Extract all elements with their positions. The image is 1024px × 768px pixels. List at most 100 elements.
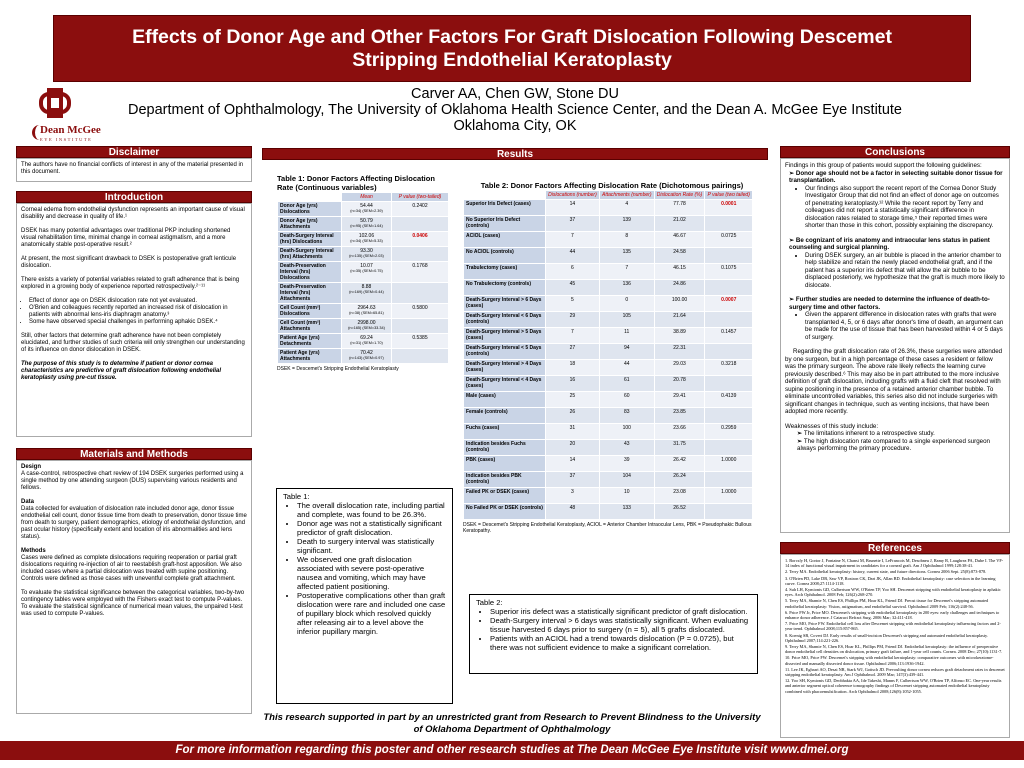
table1-row: Cell Count (mm²) Attachments 2998.00 (n=16… xyxy=(277,318,450,334)
intro-p3: At present, the most significant drawbac… xyxy=(21,256,237,269)
table2-cell: 136 xyxy=(598,279,655,296)
table2-cell: 23.66 xyxy=(653,423,706,440)
table1-n-sem: (n=135) (SEM=2.03) xyxy=(349,254,384,258)
table1-mean-cell: 8.88 (n=169) (SEM=0.44) xyxy=(341,282,392,304)
table1-note: DSEK = Descemet's Stripping Endothelial … xyxy=(277,366,399,372)
table2-col-header: Dislocation Rate (%) xyxy=(653,190,706,200)
table1-row: Patient Age (yrs) Attachments 70.42 (n=143… xyxy=(277,348,450,364)
guideline-2-detail: During DSEK surgery, an air bubble is pl… xyxy=(805,252,1005,290)
table2-row-label: Death-Surgery Interval < 5 Days (control… xyxy=(463,343,546,360)
table2-cell: 100 xyxy=(598,423,655,440)
table2-row-label: Indication besides PBK (controls) xyxy=(463,471,546,488)
table2-cell xyxy=(704,471,753,488)
arrow-icon: ➢ xyxy=(797,437,804,445)
summary-item: The overall dislocation rate, including … xyxy=(297,501,446,519)
table1-mean-cell: 2998.00 (n=165) (SEM=33.34) xyxy=(341,318,392,334)
table2-row-label: Fuchs (cases) xyxy=(463,423,546,440)
table1-mean: 8.88 xyxy=(361,284,372,290)
weakness-1: The limitations inherent to a retrospect… xyxy=(803,430,935,437)
table1-caption: Table 1: Donor Factors Affecting Disloca… xyxy=(277,174,435,192)
table1-n-sem: (n=95) (SEM=1.64) xyxy=(350,224,383,228)
table2-cell: 38.89 xyxy=(653,327,706,344)
table2-cell xyxy=(704,439,753,456)
table2-cell: 0.0725 xyxy=(704,231,753,248)
table2-cell: 25 xyxy=(545,391,600,408)
table1-p-value xyxy=(390,348,450,364)
funding-statement: This research supported in part by an un… xyxy=(263,712,761,735)
table1-row: Donor Age (yrs) Attachments 50.79 (n=95) (… xyxy=(277,216,450,232)
table2-row-label: No ACIOL (controls) xyxy=(463,247,546,264)
table2-cell: 20 xyxy=(545,439,600,456)
table1-p-value: 0.5800 xyxy=(390,303,450,319)
intro-bullet: O'Brien and colleagues recently reported… xyxy=(29,305,247,319)
reference-item: 8. Koenig SB, Covert DJ. Early results o… xyxy=(785,632,988,643)
table1-mean: 70.42 xyxy=(360,350,373,356)
table2-row-label: Female (controls) xyxy=(463,407,546,424)
table2-row-label: Death-Surgery Interval > 4 Days (cases) xyxy=(463,359,546,376)
guideline-3-detail: Given the apparent difference in disloca… xyxy=(805,311,1005,341)
table1-mean: 102.06 xyxy=(358,233,375,239)
table2-cell: 48 xyxy=(545,503,600,520)
table2-row: Death-Surgery Interval < 4 Days (cases) 1… xyxy=(463,375,753,392)
table2-cell: 23.08 xyxy=(653,487,706,504)
materials-header: Materials and Methods xyxy=(16,448,252,460)
table2-cell: 26.24 xyxy=(653,471,706,488)
reference-item: 7. Price MO, Price FW. Endothelial cell … xyxy=(785,621,1001,632)
table2-cell: 0.0007 xyxy=(704,295,753,312)
table2-cell xyxy=(704,407,753,424)
summary-item: Patients with an ACIOL had a trend towar… xyxy=(490,634,751,652)
table2-summary: Table 2: Superior iris defect was a stat… xyxy=(469,594,758,674)
table2-cell: 46.15 xyxy=(653,263,706,280)
methods-methods: Cases were defined as complete dislocati… xyxy=(21,555,242,582)
table1-mean-cell: 102.06 (n=34) (SEM=5.33) xyxy=(341,231,392,247)
footer-banner: For more information regarding this post… xyxy=(0,741,1024,760)
results-header: Results xyxy=(262,148,768,160)
table2-row-label: Death-Surgery Interval < 4 Days (cases) xyxy=(463,375,546,392)
table2-cell: 0.4139 xyxy=(704,391,753,408)
introduction-body: Corneal edema from endothelial dysfuncti… xyxy=(16,203,252,437)
reference-item: 3. O'Brien PD, Lake DB, Saw VP, Rostron … xyxy=(785,575,996,586)
summary2-title: Table 2: xyxy=(476,598,503,607)
table2-row: Superior Iris Defect (cases) 14 4 77.78 0.00… xyxy=(463,199,753,216)
table1-n-sem: (n=35) (SEM=0.75) xyxy=(350,269,383,273)
table2-row: No ACIOL (controls) 44 135 24.58 xyxy=(463,247,753,264)
intro-bullet: Some have observed special challenges in… xyxy=(29,319,247,326)
table2-cell: 11 xyxy=(598,327,655,344)
reference-item: 6. Price FW Jr, Price MO. Descemet's str… xyxy=(785,609,1000,621)
table2-cell xyxy=(704,247,753,264)
conclusions-intro: Findings in this group of patients would… xyxy=(785,162,982,169)
table2-cell: 43 xyxy=(598,439,655,456)
table1-n-sem: (n=38) (SEM=65.81) xyxy=(349,311,384,315)
title-line-2: Stripping Endothelial Keratoplasty xyxy=(352,49,672,71)
methods-design: A case-control, retrospective chart revi… xyxy=(21,471,244,491)
intro-bullet: Effect of donor age on DSEK dislocation … xyxy=(29,298,247,305)
methods-data-heading: Data xyxy=(21,499,35,505)
reference-item: 11. Lee JK, Eghrari AO, Desai NR, Stark … xyxy=(785,666,1005,678)
table2-cell: 1.0000 xyxy=(704,487,753,504)
table2-cell: 29 xyxy=(545,311,600,328)
reference-item: 9. Terry MA, Shamie N, Chen ES, Hoar KL,… xyxy=(785,644,1003,655)
table2-cell: 18 xyxy=(545,359,600,376)
disclaimer-header: Disclaimer xyxy=(16,146,252,158)
table1-mean: 2998.00 xyxy=(357,320,376,326)
table2-cell: 1.0000 xyxy=(704,455,753,472)
methods-methods-heading: Methods xyxy=(21,548,46,554)
table2-cell: 24.58 xyxy=(653,247,706,264)
table1-mean-cell: 69.24 (n=31) (SEM=1.70) xyxy=(341,333,392,349)
table2-cell xyxy=(704,311,753,328)
methods-data: Data collected for evaluation of disloca… xyxy=(21,506,247,540)
table2-cell: 39 xyxy=(598,455,655,472)
table2-cell: 8 xyxy=(598,231,655,248)
table2-note: DSEK = Descemet's Stripping Endothelial … xyxy=(463,522,752,534)
table1-mean-cell: 70.42 (n=143) (SEM=0.97) xyxy=(341,348,392,364)
left-column: Disclaimer The authors have no financial… xyxy=(16,146,252,714)
table2-row-label: No Failed PK or DSEK (controls) xyxy=(463,503,546,520)
guideline-1-detail: Our findings also support the recent rep… xyxy=(805,185,1005,230)
references-header: References xyxy=(780,542,1010,554)
table2-cell: 105 xyxy=(598,311,655,328)
table2-cell: 44 xyxy=(545,247,600,264)
table2-cell: 46.67 xyxy=(653,231,706,248)
table2-cell: 31.75 xyxy=(653,439,706,456)
reference-item: 12. Yoo SH, Kymionis GD, Deobhakta AA, I… xyxy=(785,678,1002,694)
table1-row-label: Cell Count (mm²) Attachments xyxy=(277,318,342,334)
